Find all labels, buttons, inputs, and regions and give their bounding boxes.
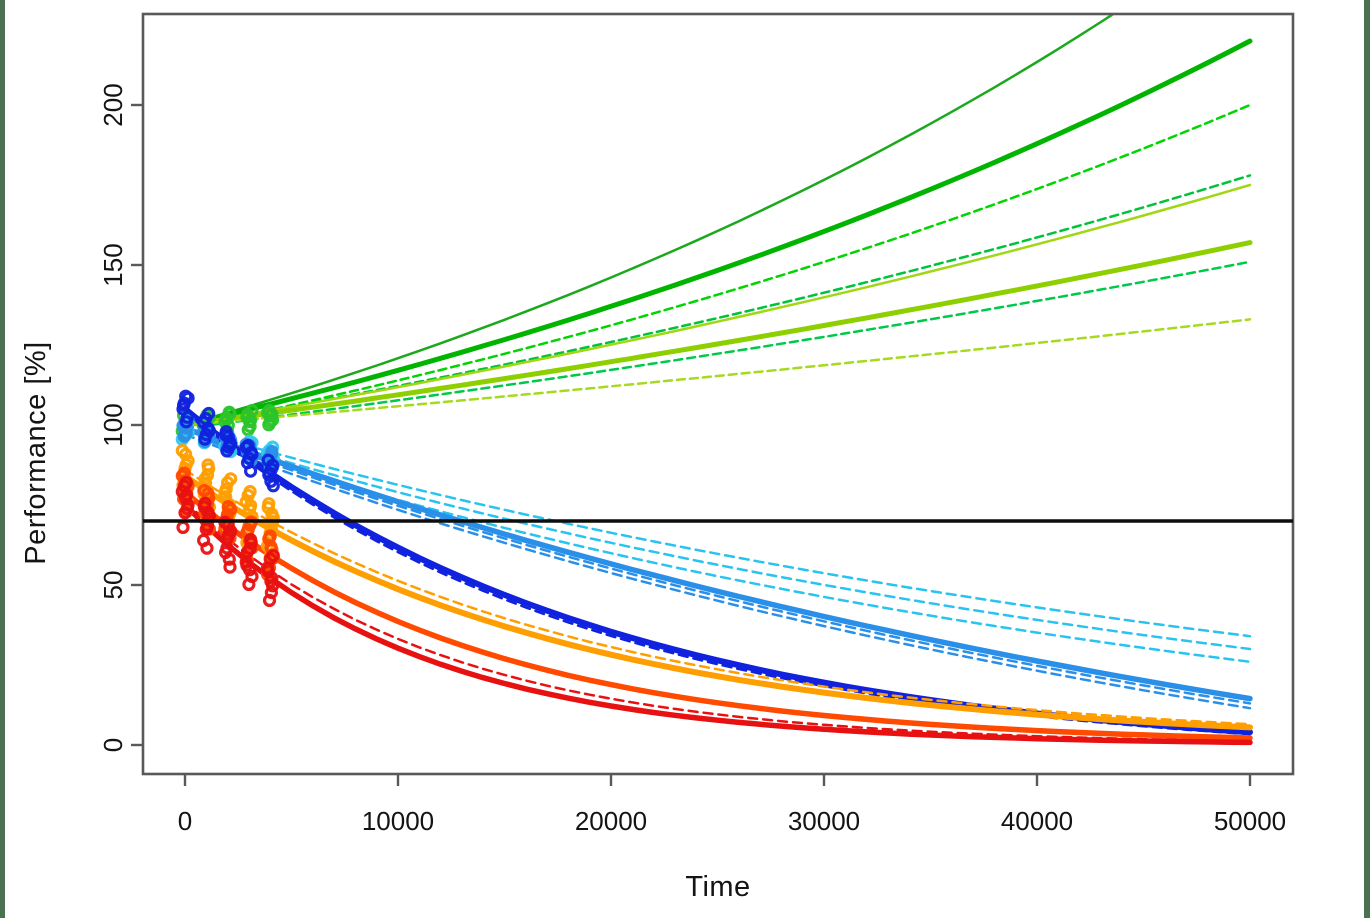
y-axis-title: Performance [%] <box>20 341 52 565</box>
point-green-points <box>240 407 255 421</box>
point-red-points <box>262 593 277 608</box>
plot-area <box>175 15 1253 746</box>
point-red-points <box>244 532 258 547</box>
curve-cyan-1 <box>183 426 1252 638</box>
point-red-points <box>179 476 193 490</box>
point-royal-points <box>245 447 259 461</box>
point-green-points <box>262 403 277 417</box>
curve-dodgerblue-thick <box>182 425 1253 702</box>
point-green-points <box>263 415 277 429</box>
curve-cyan-3 <box>183 433 1252 664</box>
curve-orangered-thick <box>182 489 1253 741</box>
curve-green-bright <box>183 103 1252 430</box>
slide-edge-right <box>1364 0 1370 918</box>
curve-cyan-2 <box>183 430 1252 651</box>
point-royal-points <box>219 425 233 439</box>
point-red-points <box>181 498 195 512</box>
point-orangered-points <box>224 502 238 517</box>
curve-royalblue-2 <box>183 410 1252 736</box>
curve-dodgerblue-3 <box>183 433 1252 710</box>
point-royal-points <box>177 398 191 412</box>
point-orange-points <box>224 472 238 486</box>
curve-green-steep <box>183 15 1115 427</box>
point-red-points <box>219 545 233 560</box>
point-orange-points <box>243 502 257 517</box>
curve-red-thick <box>182 502 1253 746</box>
point-green-points <box>243 415 257 429</box>
point-red-points <box>239 555 253 569</box>
point-royal-points <box>266 458 280 472</box>
curve-red-2 <box>183 500 1252 743</box>
point-red-points <box>242 577 256 592</box>
point-red-points <box>223 560 237 574</box>
curve-green-mid <box>183 174 1252 427</box>
point-royal-points <box>199 412 213 426</box>
curve-green-thick <box>182 38 1253 428</box>
plot-frame <box>141 12 1295 776</box>
point-green-points <box>222 405 236 419</box>
point-dodger-points <box>179 426 193 440</box>
x-tick-label: 40000 <box>1001 806 1073 836</box>
x-axis-title: Time <box>685 871 751 903</box>
point-orange-points <box>266 511 280 525</box>
point-orange-points <box>181 454 195 468</box>
point-red-points <box>201 505 215 520</box>
point-orange-points <box>202 462 216 476</box>
point-royal-points <box>202 424 216 438</box>
point-red-points <box>264 574 278 588</box>
point-royal-points <box>244 464 258 478</box>
point-green-points <box>220 412 234 426</box>
point-orange-points <box>243 485 257 499</box>
point-red-points <box>264 585 278 600</box>
curve-yellowgreen-mid <box>183 183 1252 427</box>
point-orange-points <box>175 444 189 458</box>
curve-royalblue-thick <box>182 406 1253 736</box>
point-royal-points <box>180 410 194 424</box>
point-red-points <box>199 522 213 536</box>
y-tick-label: 50 <box>98 571 128 600</box>
x-tick-label: 30000 <box>788 806 860 836</box>
y-tick-label: 150 <box>98 243 128 286</box>
x-tick-label: 20000 <box>575 806 647 836</box>
point-red-points <box>197 533 211 548</box>
point-red-points <box>179 491 193 505</box>
point-royal-points <box>264 474 278 488</box>
x-tick-label: 50000 <box>1214 806 1286 836</box>
y-tick-label: 200 <box>98 83 128 126</box>
point-red-points <box>176 520 190 535</box>
x-tick-label: 0 <box>178 806 192 836</box>
curve-green-low <box>183 260 1252 430</box>
slide-edge-left <box>0 0 5 918</box>
curve-orange-thick <box>182 473 1253 731</box>
point-red-points <box>266 548 280 563</box>
point-royal-points <box>223 436 237 450</box>
x-tick-label: 10000 <box>362 806 434 836</box>
curve-dodgerblue-2 <box>183 430 1252 705</box>
y-tick-label: 100 <box>98 403 128 446</box>
curve-yellowgreen-low <box>183 318 1252 427</box>
point-orangered-points <box>263 529 277 543</box>
curve-yellowgreen-thick <box>182 240 1253 428</box>
y-tick-label: 0 <box>98 738 128 752</box>
curve-orange-2 <box>183 468 1252 726</box>
